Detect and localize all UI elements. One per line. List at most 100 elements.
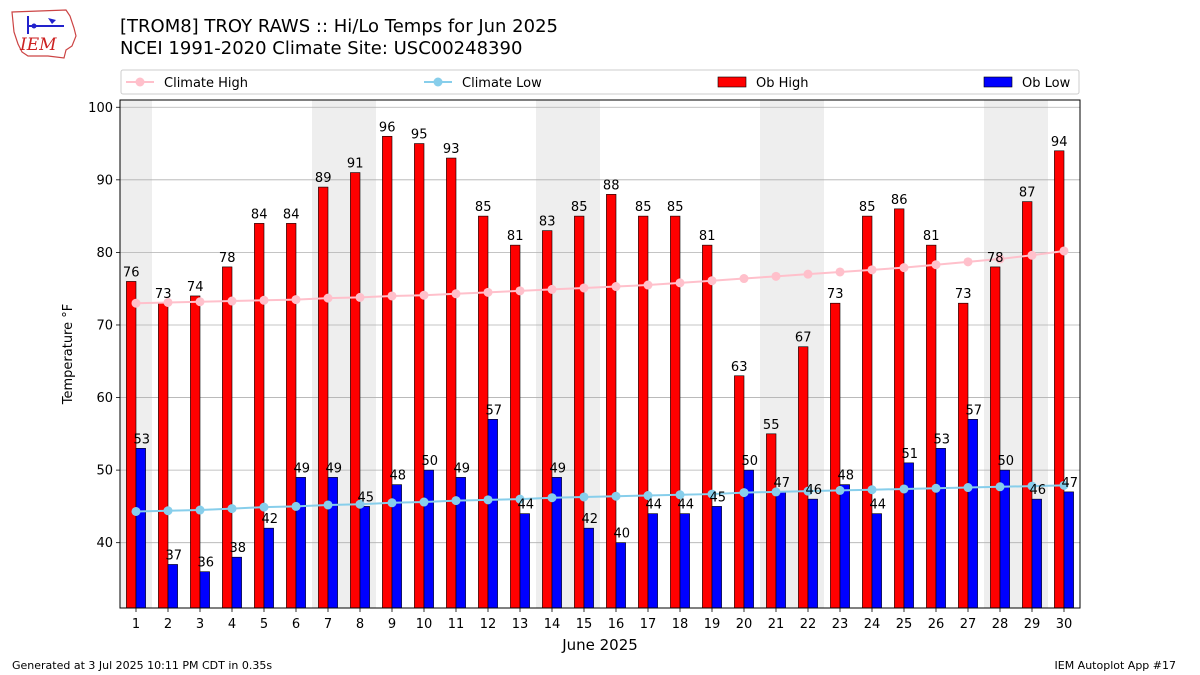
x-tick-label: 29 (1024, 617, 1041, 632)
ob-high-label: 85 (859, 200, 876, 215)
ob-low-bar (359, 506, 370, 609)
x-tick-label: 6 (292, 617, 300, 632)
ob-high-bar (510, 244, 521, 609)
x-tick-label: 24 (864, 617, 881, 632)
ob-low-label: 47 (1062, 476, 1079, 491)
climate-high-point (771, 271, 781, 281)
climate-high-point (291, 295, 301, 305)
y-tick-label: 100 (88, 101, 113, 116)
climate-high-point (707, 276, 717, 286)
generated-note: Generated at 3 Jul 2025 10:11 PM CDT in … (12, 659, 273, 672)
ob-high-bar (382, 135, 393, 609)
climate-low-point (259, 502, 269, 512)
climate-low-point (643, 491, 653, 501)
ob-high-label: 76 (123, 265, 140, 280)
title-line-1: [TROM8] TROY RAWS :: Hi/Lo Temps for Jun… (120, 16, 558, 37)
climate-high-point (419, 290, 429, 300)
ob-low-label: 38 (230, 541, 247, 556)
ob-low-label: 49 (550, 461, 567, 476)
chart-title: [TROM8] TROY RAWS :: Hi/Lo Temps for Jun… (120, 16, 558, 60)
y-tick-label: 90 (96, 173, 113, 188)
climate-high-point (931, 260, 941, 270)
ob-low-label: 36 (198, 556, 215, 571)
x-tick-label: 11 (448, 617, 465, 632)
climate-low-point (579, 492, 589, 502)
climate-low-line (135, 484, 1065, 513)
ob-low-label: 42 (262, 512, 279, 527)
climate-high-point (451, 289, 461, 299)
climate-high-point (1059, 246, 1069, 256)
ob-low-label: 48 (838, 469, 855, 484)
ob-low-label: 44 (646, 498, 663, 513)
y-tick-label: 40 (96, 536, 113, 551)
x-tick-label: 30 (1056, 617, 1073, 632)
climate-low-point (1027, 481, 1037, 491)
climate-low-point (771, 487, 781, 497)
ob-high-label: 87 (1019, 186, 1036, 201)
ob-low-bar (135, 448, 146, 609)
climate-high-point (131, 298, 141, 308)
ob-low-bar (935, 448, 946, 609)
climate-high-point (899, 263, 909, 273)
iem-logo: IEM (11, 9, 77, 59)
ob-low-label: 44 (518, 498, 535, 513)
climate-high-point (739, 274, 749, 284)
climate-high-point (259, 295, 269, 305)
y-tick-label: 80 (96, 246, 113, 261)
climate-low-point (931, 483, 941, 493)
x-tick-label: 27 (960, 617, 977, 632)
climate-high-point (1027, 250, 1037, 260)
ob-low-label: 53 (134, 432, 151, 447)
ob-high-label: 93 (443, 142, 460, 157)
climate-low-point (835, 485, 845, 495)
ob-high-label: 55 (763, 418, 780, 433)
ob-low-bar (711, 506, 722, 609)
climate-high-point (995, 254, 1005, 264)
climate-high-point (387, 291, 397, 301)
ob-low-bar (903, 462, 914, 609)
climate-low-point (323, 500, 333, 510)
ob-high-label: 73 (955, 287, 972, 302)
climate-low-point (1059, 480, 1069, 490)
ob-low-bar (839, 484, 850, 609)
ob-low-label: 50 (742, 454, 759, 469)
climate-low-point (995, 482, 1005, 492)
x-tick-label: 16 (608, 617, 625, 632)
ob-high-label: 63 (731, 360, 748, 375)
ob-high-bar (606, 194, 617, 609)
ob-high-bar (222, 266, 233, 609)
ob-high-bar (638, 215, 649, 609)
legend-label: Climate Low (462, 76, 542, 91)
climate-low-point (355, 499, 365, 509)
x-tick-label: 1 (132, 617, 140, 632)
svg-text:IEM: IEM (19, 35, 57, 55)
climate-low-point (515, 494, 525, 504)
ob-high-bar (446, 157, 457, 609)
ob-high-bar (926, 244, 937, 609)
ob-low-bar (967, 419, 978, 609)
x-tick-label: 4 (228, 617, 236, 632)
x-tick-label: 21 (768, 617, 785, 632)
ob-high-bar (798, 346, 809, 609)
x-tick-label: 22 (800, 617, 817, 632)
ob-low-bar (487, 419, 498, 609)
climate-high-point (515, 286, 525, 296)
ob-low-bar (583, 527, 594, 609)
ob-high-label: 73 (827, 287, 844, 302)
legend-label: Climate High (164, 76, 248, 91)
ob-low-bar (1031, 498, 1042, 609)
ob-low-label: 37 (166, 548, 183, 563)
ob-low-label: 51 (902, 447, 919, 462)
ob-high-label: 94 (1051, 135, 1068, 150)
title-line-2: NCEI 1991-2020 Climate Site: USC00248390 (120, 38, 523, 59)
climate-low-point (195, 505, 205, 515)
ob-high-bar (702, 244, 713, 609)
legend-bar-swatch (717, 76, 747, 88)
ob-high-label: 81 (923, 229, 940, 244)
x-tick-label: 28 (992, 617, 1009, 632)
ob-high-label: 96 (379, 120, 396, 135)
x-tick-label: 18 (672, 617, 689, 632)
legend-box (120, 69, 1080, 95)
ob-high-label: 85 (475, 200, 492, 215)
plot-frame (119, 99, 1081, 609)
